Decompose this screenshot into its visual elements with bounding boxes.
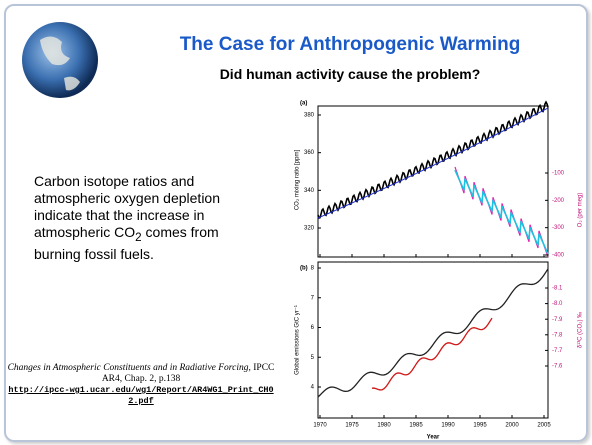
- tick-label: -100: [552, 171, 565, 177]
- body-text: Carbon isotope ratios and atmospheric ox…: [34, 173, 239, 263]
- citation: Changes in Atmospheric Constituents and …: [6, 363, 276, 407]
- tick-label: 320: [304, 226, 315, 232]
- x-tick-label: 1995: [473, 423, 487, 429]
- x-tick-label: 1985: [409, 423, 423, 429]
- x-tick-label: 1975: [345, 423, 359, 429]
- tick-label: -300: [552, 225, 565, 231]
- subtitle: Did human activity cause the problem?: [130, 66, 570, 82]
- citation-title: Changes in Atmospheric Constituents and …: [8, 363, 249, 373]
- axis-label: δ¹³C (CO₂) ‰: [578, 312, 584, 348]
- tick-label: -200: [552, 198, 565, 204]
- axis-label: CO₂ mixing ratio [ppm]: [295, 150, 301, 211]
- tick-label: 6: [311, 325, 315, 331]
- tick-label: -400: [552, 253, 565, 259]
- tick-label: -7.8: [552, 332, 563, 338]
- tick-label: 4: [311, 385, 315, 391]
- tick-label: -8.0: [552, 301, 563, 307]
- panel-a-box: [318, 106, 548, 257]
- tick-label: 5: [311, 355, 315, 361]
- x-tick-label: 1980: [377, 423, 391, 429]
- decorative-curve: [372, 318, 492, 390]
- slide: (a) (b) 380 360 340 320 -100 -200 -300 -400 8 7 6 5 4 -…: [0, 0, 592, 445]
- title: The Case for Anthropogenic Warming: [130, 34, 570, 56]
- tick-label: 7: [311, 295, 315, 301]
- decorative-curve: [318, 102, 548, 218]
- tick-label: 340: [304, 188, 315, 194]
- figure-label: Year: [427, 435, 440, 441]
- tick-label: -7.7: [552, 348, 563, 354]
- x-tick-label: 1990: [441, 423, 455, 429]
- x-tick-label: 2005: [537, 423, 551, 429]
- panel-b-box: [318, 262, 548, 418]
- tick-label: -8.1: [552, 286, 563, 292]
- figure-label: (b): [300, 266, 308, 272]
- decorative-curve: [318, 269, 548, 397]
- x-tick-label: 1970: [313, 423, 327, 429]
- axis-label: O₂ (per meg): [578, 193, 584, 228]
- decorative-curve: [455, 170, 548, 254]
- citation-link[interactable]: http://ipcc-wg1.ucar.edu/wg1/Report/AR4W…: [8, 385, 273, 406]
- axis-label: Global emissions GtC yr⁻¹: [295, 305, 301, 375]
- tick-label: 360: [304, 150, 315, 156]
- x-tick-label: 2000: [505, 423, 519, 429]
- tick-label: -7.9: [552, 317, 563, 323]
- tick-label: -7.6: [552, 364, 563, 370]
- tick-label: 8: [311, 266, 315, 272]
- figure-label: (a): [300, 101, 307, 107]
- tick-label: 380: [304, 113, 315, 119]
